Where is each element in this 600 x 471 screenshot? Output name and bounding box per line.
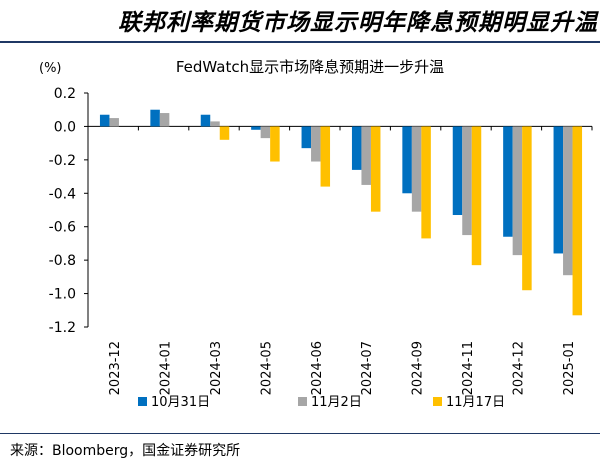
chart: (%) FedWatch显示市场降息预期进一步升温 0.2 0.0 -0.2 -0.4… xyxy=(0,44,600,432)
x-tick-label: 2024-11 xyxy=(461,341,476,395)
bar-2-2023-12 xyxy=(109,118,119,127)
bar-2-2024-01 xyxy=(159,113,170,127)
bar-1-2024-03 xyxy=(200,114,211,127)
bar-1-2025-01 xyxy=(553,126,564,254)
y-tick-label: -1.0 xyxy=(49,287,76,303)
x-tick-label: 2024-05 xyxy=(259,341,274,395)
footer-divider xyxy=(0,433,600,434)
chart-svg: 0.2 0.0 -0.2 -0.4 -0.6 -0.8 -1.0 -1.2 2023-12 202… xyxy=(49,86,593,410)
bar-3-2024-12 xyxy=(522,126,532,291)
bar-2-2024-11 xyxy=(462,126,472,236)
x-tick-label: 2025-01 xyxy=(562,341,577,395)
legend-swatch-2 xyxy=(298,397,307,406)
bar-1-2024-09 xyxy=(402,126,412,194)
bar-3-2024-03 xyxy=(219,126,230,140)
bar-2-2024-03 xyxy=(210,121,220,127)
y-tick-label: -0.4 xyxy=(49,186,76,202)
page-title: 联邦利率期货市场显示明年降息预期明显升温 xyxy=(118,9,598,36)
bar-1-2023-12 xyxy=(99,114,110,127)
x-tick-label: 2023-12 xyxy=(108,341,123,395)
x-tick-label: 2024-03 xyxy=(209,341,224,395)
bar-1-2024-11 xyxy=(452,126,463,216)
legend-label-3: 11月17日 xyxy=(446,395,505,410)
x-tick-label: 2024-06 xyxy=(310,341,325,395)
bar-3-2025-01 xyxy=(572,126,583,316)
bar-2-2024-12 xyxy=(512,126,523,256)
bar-1-2024-05 xyxy=(251,126,261,130)
x-tick-label: 2024-09 xyxy=(411,341,426,395)
y-tick-label: 0.2 xyxy=(54,86,76,102)
y-tick-label: -0.6 xyxy=(49,220,76,236)
y-tick-label: -1.2 xyxy=(49,320,76,336)
legend-swatch-3 xyxy=(433,397,442,406)
bar-3-2024-06 xyxy=(320,126,331,187)
bar-1-2024-12 xyxy=(503,126,513,237)
x-tick-label: 2024-01 xyxy=(159,341,174,395)
y-axis-unit: (%) xyxy=(39,61,62,76)
y-tick-label: -0.8 xyxy=(49,253,76,269)
source-note: 来源：Bloomberg，国金证券研究所 xyxy=(10,443,241,459)
legend-swatch-1 xyxy=(138,397,147,406)
bar-3-2024-07 xyxy=(370,126,381,212)
header-divider xyxy=(0,41,600,43)
bar-3-2024-11 xyxy=(471,126,482,266)
bar-3-2024-09 xyxy=(421,126,431,239)
x-tick-label: 2024-07 xyxy=(360,341,375,395)
bar-3-2024-05 xyxy=(270,126,280,162)
y-tick-label: -0.2 xyxy=(49,153,76,169)
x-tick-label: 2024-12 xyxy=(511,341,526,395)
bar-1-2024-06 xyxy=(301,126,312,149)
y-tick-label: 0.0 xyxy=(54,119,76,135)
bar-1-2024-07 xyxy=(351,126,362,170)
bar-2-2024-05 xyxy=(260,126,271,139)
bar-2-2025-01 xyxy=(563,126,573,276)
chart-title: FedWatch显示市场降息预期进一步升温 xyxy=(175,58,445,76)
legend-label-1: 10月31日 xyxy=(151,395,210,410)
legend-label-2: 11月2日 xyxy=(311,395,362,410)
bar-2-2024-07 xyxy=(361,126,371,185)
bar-2-2024-09 xyxy=(411,126,422,212)
bar-1-2024-01 xyxy=(150,109,160,127)
bar-2-2024-06 xyxy=(311,126,321,162)
